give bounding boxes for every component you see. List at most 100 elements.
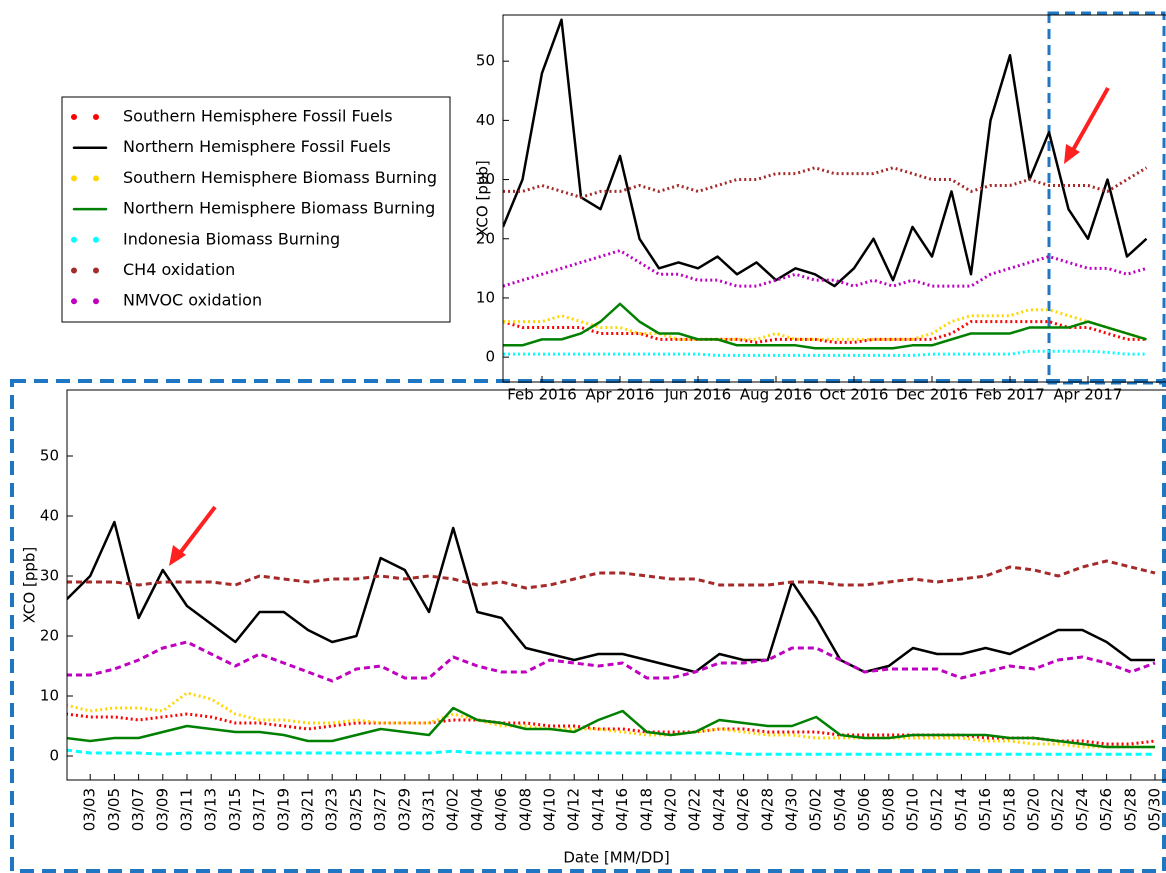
x-tick-label: Aug 2016 (740, 386, 812, 404)
axes-frame (66, 389, 1166, 781)
y-tick-label: 40 (476, 111, 495, 129)
x-tick-label: 03/19 (274, 788, 292, 831)
x-tick-label: 04/28 (758, 788, 776, 831)
series-line (503, 18, 1148, 288)
legend-label: CH4 oxidation (123, 260, 235, 279)
x-tick-label: 04/04 (468, 788, 486, 831)
x-tick-label: 05/10 (904, 788, 922, 831)
x-tick-label: 04/20 (662, 788, 680, 831)
axes-frame (502, 14, 1166, 383)
x-tick-label: 04/30 (783, 788, 801, 831)
legend-label: Southern Hemisphere Fossil Fuels (123, 107, 393, 126)
x-tick-label: 03/09 (153, 788, 171, 831)
x-tick-label: 04/16 (613, 788, 631, 831)
series-line (67, 640, 1156, 683)
x-tick-label: 03/25 (347, 788, 365, 831)
x-tick-label: 05/22 (1049, 788, 1067, 831)
x-tick-label: 05/06 (855, 788, 873, 831)
series-line (503, 166, 1148, 199)
x-tick-label: 03/13 (202, 788, 220, 831)
x-tick-label: Dec 2016 (896, 386, 968, 404)
legend-label: NMVOC oxidation (123, 291, 262, 310)
x-tick-label: 03/27 (371, 788, 389, 831)
x-tick-label: Feb 2017 (975, 386, 1045, 404)
x-tick-label: 03/07 (129, 788, 147, 831)
y-tick-label: 50 (40, 447, 59, 465)
zoom-panel-box (10, 379, 1166, 873)
series-group (67, 520, 1156, 756)
y-tick-label: 30 (476, 170, 495, 188)
series-line (503, 349, 1147, 357)
x-tick-label: Oct 2016 (820, 386, 889, 404)
legend-label: Southern Hemisphere Biomass Burning (123, 168, 437, 187)
x-tick-label: 04/12 (565, 788, 583, 831)
x-tick-label: 03/05 (105, 788, 123, 831)
x-tick-label: 04/22 (686, 788, 704, 831)
series-line (67, 712, 1156, 746)
x-tick-label: 05/26 (1097, 788, 1115, 831)
arrow (1064, 87, 1110, 164)
y-tick-label: 10 (40, 687, 59, 705)
series-group (503, 18, 1148, 357)
x-tick-label: 04/26 (734, 788, 752, 831)
x-tick-label: 05/08 (879, 788, 897, 831)
x-tick-label: 03/29 (395, 788, 413, 831)
plots: 0 10 20 30 40 50 Feb 2016 Apr 2016 Jun 2016 Aug 2… (21, 14, 1166, 867)
x-tick-label: 03/21 (299, 788, 317, 831)
legend: Southern Hemisphere Fossil Fuels Northern… (71, 107, 437, 310)
x-tick-label: 03/17 (250, 788, 268, 831)
x-tick-label: Apr 2017 (1054, 386, 1123, 404)
series-line (67, 520, 1155, 674)
y-axis-label: XCO [ppb] (21, 547, 39, 624)
y-tick-label: 20 (476, 229, 495, 247)
y-tick-label: 0 (485, 348, 495, 366)
legend-label: Indonesia Biomass Burning (123, 229, 340, 248)
x-tick-label: 05/28 (1121, 788, 1139, 831)
x-tick-label: 04/02 (444, 788, 462, 831)
x-tick-label: 04/24 (710, 788, 728, 831)
y-tick-label: 50 (476, 52, 495, 70)
y-tick-label: 20 (40, 627, 59, 645)
series-line (503, 302, 1147, 350)
x-tick-label: 05/18 (1000, 788, 1018, 831)
x-axis-label: Date [MM/DD] (563, 849, 669, 867)
series-line (67, 691, 1155, 749)
x-tick-label: 03/11 (178, 788, 196, 831)
x-tick-label: 04/10 (541, 788, 559, 831)
x-tick-label: 04/14 (589, 788, 607, 831)
series-line (67, 559, 1156, 590)
x-tick-label: 05/16 (976, 788, 994, 831)
zoom-box (1047, 11, 1166, 385)
y-tick-label: 40 (40, 507, 59, 525)
y-tick-label: 0 (49, 747, 59, 765)
x-tick-label: 03/31 (420, 788, 438, 831)
x-tick-label: 04/08 (516, 788, 534, 831)
chart: 0 10 20 30 40 50 Feb 2016 Apr 2016 Jun 2016 Aug 2… (474, 14, 1166, 404)
x-tick-label: 03/15 (226, 788, 244, 831)
x-tick-label: Apr 2016 (586, 386, 655, 404)
x-tick-label: Feb 2016 (507, 386, 577, 404)
y-tick-label: 30 (40, 567, 59, 585)
x-tick-label: 05/30 (1146, 788, 1164, 831)
legend-label: Northern Hemisphere Biomass Burning (123, 199, 435, 218)
x-tick-label: 05/24 (1073, 788, 1091, 831)
x-tick-label: 03/23 (323, 788, 341, 831)
legend-label: Northern Hemisphere Fossil Fuels (123, 137, 391, 156)
x-tick-label: 04/18 (637, 788, 655, 831)
y-axis-label: XCO [ppb] (474, 160, 492, 237)
arrow (169, 505, 217, 566)
series-line (67, 748, 1155, 756)
x-tick-label: Jun 2016 (664, 386, 731, 404)
legend-box (61, 96, 451, 323)
x-tick-label: 05/14 (952, 788, 970, 831)
chart: 0 10 20 30 40 50 03/03 03/05 03/07 03/09 03/11 03/1… (21, 389, 1166, 867)
y-tick-label: 10 (476, 288, 495, 306)
x-tick-label: 05/02 (807, 788, 825, 831)
x-tick-label: 05/04 (831, 788, 849, 831)
x-tick-label: 03/03 (81, 788, 99, 831)
x-tick-label: 05/20 (1025, 788, 1043, 831)
x-tick-label: 04/06 (492, 788, 510, 831)
x-tick-label: 05/12 (928, 788, 946, 831)
series-line (67, 706, 1155, 749)
